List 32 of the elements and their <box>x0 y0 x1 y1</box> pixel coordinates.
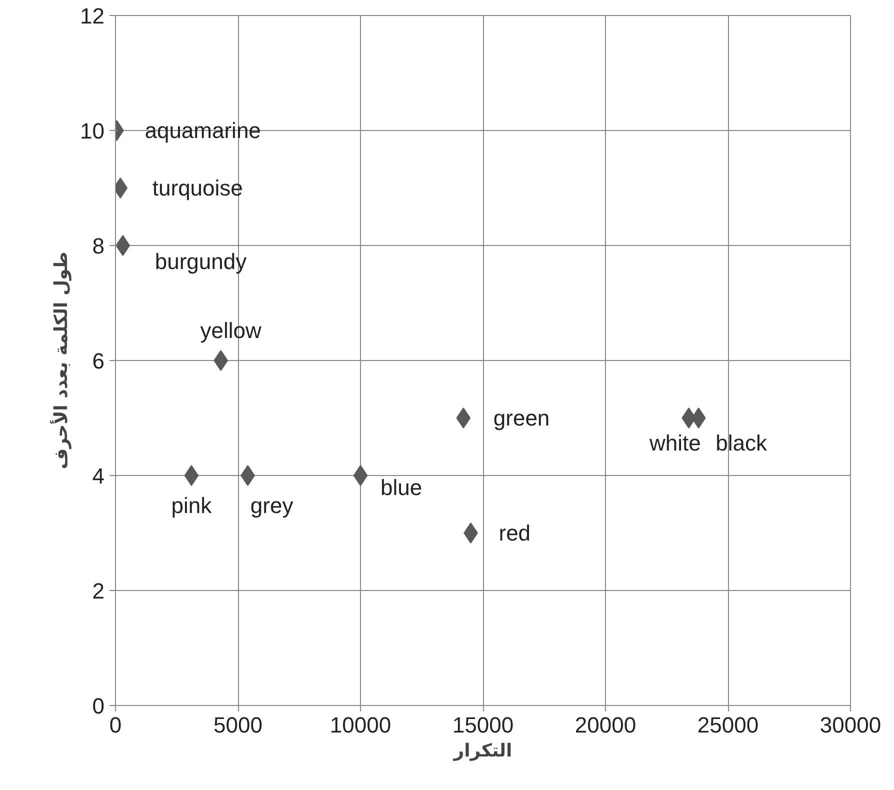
point <box>456 408 471 428</box>
x-tick-label: 5000 <box>214 712 262 738</box>
annotation: aquamarine <box>144 118 261 143</box>
y-tick-label: 6 <box>92 348 105 374</box>
point <box>184 465 199 486</box>
x-tick-label: 25000 <box>697 712 759 738</box>
x-tick-label: 15000 <box>452 712 514 738</box>
annotation: pink <box>171 493 213 518</box>
y-tick-label: 2 <box>92 578 105 604</box>
x-tick-label: 0 <box>109 712 122 738</box>
y-axis-title: طول الكلمة بعدد الأحرف <box>50 252 72 470</box>
annotation: black <box>716 430 768 456</box>
x-tick-label: 10000 <box>330 712 392 738</box>
x-axis-title: التكرار <box>452 740 512 762</box>
y-tick-label: 12 <box>80 4 105 28</box>
annotation: green <box>493 406 550 430</box>
point <box>116 235 130 256</box>
annotation: burgundy <box>154 249 247 274</box>
annotation: yellow <box>200 318 262 343</box>
y-tick-label: 0 <box>92 694 105 718</box>
y-tick-label: 10 <box>80 118 105 144</box>
point <box>353 465 368 486</box>
y-tick-label: 4 <box>92 464 105 488</box>
annotation: red <box>498 520 531 546</box>
x-tick-label: 30000 <box>820 712 882 738</box>
annotation: blue <box>380 475 422 500</box>
point <box>214 350 228 371</box>
y-tick-label: 8 <box>92 234 105 258</box>
x-tick-label: 20000 <box>574 712 636 738</box>
annotation: grey <box>250 493 294 518</box>
annotation: white <box>648 430 701 456</box>
annotation: turquoise <box>152 176 243 200</box>
